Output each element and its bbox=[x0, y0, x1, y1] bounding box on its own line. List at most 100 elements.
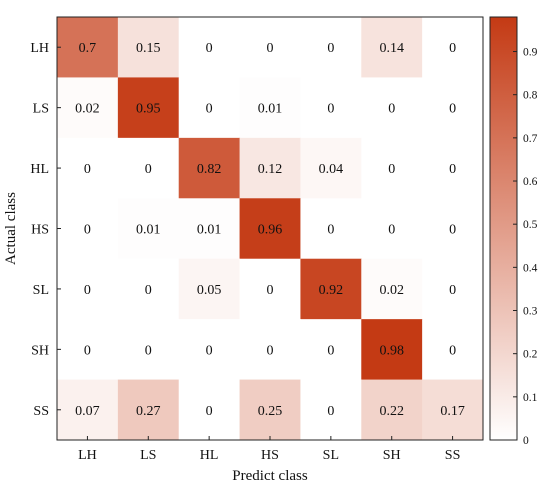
heatmap-cell bbox=[422, 17, 484, 78]
heatmap-cell bbox=[361, 379, 423, 441]
heatmap-cell bbox=[422, 258, 484, 320]
heatmap-cell-label: 0 bbox=[267, 283, 274, 298]
x-tick-label: SS bbox=[445, 448, 461, 463]
heatmap-cell-label: 0 bbox=[267, 343, 274, 358]
colorbar-tick-label: 0.6 bbox=[523, 176, 538, 188]
heatmap-cell-label: 0 bbox=[327, 343, 334, 358]
y-axis-ticks: LH LS HL HS SL SH SS bbox=[30, 41, 61, 419]
heatmap-cell-label: 0 bbox=[145, 283, 152, 298]
heatmap-cell bbox=[178, 258, 241, 320]
heatmap-cell-label: 0 bbox=[206, 404, 213, 419]
y-axis-title: Actual class bbox=[3, 192, 19, 265]
colorbar-tick-label: 0.7 bbox=[523, 133, 538, 145]
heatmap-cell-label: 0 bbox=[449, 283, 456, 298]
heatmap-cell bbox=[57, 258, 119, 320]
heatmap-cell bbox=[239, 17, 301, 78]
heatmap-cell bbox=[422, 319, 484, 381]
heatmap-cell-label: 0 bbox=[449, 41, 456, 56]
x-tick-label: LH bbox=[78, 448, 97, 463]
heatmap-cell-label: 0 bbox=[206, 41, 213, 56]
heatmap-cell bbox=[57, 198, 119, 260]
heatmap-cell bbox=[239, 379, 301, 441]
heatmap-cell bbox=[117, 379, 180, 441]
heatmap-cell-label: 0.7 bbox=[79, 41, 97, 56]
heatmap-cell bbox=[300, 198, 362, 260]
heatmap-cell bbox=[300, 258, 362, 320]
heatmap-cell bbox=[361, 137, 423, 199]
heatmap-cell-label: 0.15 bbox=[136, 41, 161, 56]
heatmap-cell bbox=[57, 379, 119, 441]
heatmap-cell bbox=[178, 17, 241, 78]
heatmap-cell-label: 0 bbox=[449, 343, 456, 358]
colorbar-tick-label: 0.2 bbox=[523, 349, 538, 361]
heatmap-cell-label: 0.02 bbox=[75, 102, 100, 117]
colorbar-tick-label: 0.1 bbox=[523, 392, 538, 404]
heatmap-cell-label: 0 bbox=[327, 41, 334, 56]
colorbar-tick-label: 0.9 bbox=[523, 47, 538, 59]
heatmap-cell-label: 0.01 bbox=[136, 223, 161, 238]
heatmap-cell bbox=[117, 17, 180, 78]
x-tick-label: HL bbox=[200, 448, 219, 463]
heatmap-cell-label: 0.92 bbox=[319, 283, 344, 298]
heatmap-cell bbox=[178, 379, 241, 441]
heatmap-cell-label: 0.17 bbox=[440, 404, 465, 419]
heatmap-cell bbox=[57, 319, 119, 381]
heatmap-cell bbox=[422, 137, 484, 199]
heatmap-cell bbox=[178, 319, 241, 381]
heatmap-cell-label: 0.25 bbox=[258, 404, 283, 419]
heatmap-cell bbox=[117, 258, 180, 320]
heatmap-cell-label: 0 bbox=[327, 404, 334, 419]
colorbar-tick-label: 0.5 bbox=[523, 219, 538, 231]
heatmap-cell bbox=[117, 198, 180, 260]
heatmap-cell bbox=[117, 137, 180, 199]
heatmap-cell bbox=[57, 17, 119, 78]
y-tick-label: HL bbox=[30, 162, 49, 177]
heatmap-cell bbox=[117, 319, 180, 381]
heatmap-cell-label: 0 bbox=[84, 223, 91, 238]
heatmap-cell-label: 0 bbox=[206, 343, 213, 358]
colorbar-tick-label: 0.8 bbox=[523, 90, 538, 102]
heatmap-cell-labels: 0.7 0.15 0 0 0 0.14 0 0.02 0.95 0 0.01 0 0 0 0 0 0.82 0.1… bbox=[75, 41, 465, 419]
heatmap-cell bbox=[422, 379, 484, 441]
heatmap-cell bbox=[57, 77, 119, 139]
x-tick-label: SH bbox=[383, 448, 401, 463]
heatmap-cell-label: 0.82 bbox=[197, 162, 222, 177]
heatmap-cell-label: 0.22 bbox=[379, 404, 404, 419]
y-tick-label: LS bbox=[33, 102, 49, 117]
heatmap-cell bbox=[361, 319, 423, 381]
heatmap-cell-label: 0.98 bbox=[379, 343, 404, 358]
heatmap-cell bbox=[178, 137, 241, 199]
heatmap-cell-label: 0.27 bbox=[136, 404, 161, 419]
colorbar-tick-label: 0.4 bbox=[523, 262, 538, 274]
heatmap-cell-label: 0 bbox=[84, 343, 91, 358]
heatmap-cell-label: 0 bbox=[449, 162, 456, 177]
heatmap-cell-label: 0.01 bbox=[258, 102, 283, 117]
heatmap-cell bbox=[300, 77, 362, 139]
heatmap-cell-label: 0.02 bbox=[379, 283, 404, 298]
y-tick-label: SL bbox=[33, 283, 49, 298]
heatmap-cell-label: 0.05 bbox=[197, 283, 222, 298]
heatmap-cell bbox=[300, 17, 362, 78]
heatmap-cell-label: 0.96 bbox=[258, 223, 283, 238]
y-tick-label: SS bbox=[33, 404, 49, 419]
y-tick-label: SH bbox=[31, 343, 49, 358]
colorbar-tick-label: 0 bbox=[523, 435, 529, 447]
x-axis-ticks: LH LS HL HS SL SH SS bbox=[78, 436, 460, 463]
colorbar-tick-label: 0.3 bbox=[523, 306, 538, 318]
heatmap-cell-label: 0 bbox=[327, 223, 334, 238]
heatmap-cell-label: 0 bbox=[388, 223, 395, 238]
heatmap-cell bbox=[239, 319, 301, 381]
x-axis-title: Predict class bbox=[232, 468, 308, 484]
colorbar bbox=[489, 16, 518, 441]
heatmap-cell bbox=[422, 198, 484, 260]
heatmap-cell-label: 0 bbox=[327, 102, 334, 117]
heatmap-cell bbox=[422, 77, 484, 139]
x-tick-label: LS bbox=[140, 448, 156, 463]
heatmap-cell-label: 0.04 bbox=[319, 162, 344, 177]
heatmap-cell-label: 0 bbox=[449, 223, 456, 238]
heatmap-cell bbox=[57, 137, 119, 199]
heatmap-cell-label: 0 bbox=[267, 41, 274, 56]
x-tick-label: HS bbox=[261, 448, 279, 463]
heatmap-cell bbox=[178, 198, 241, 260]
